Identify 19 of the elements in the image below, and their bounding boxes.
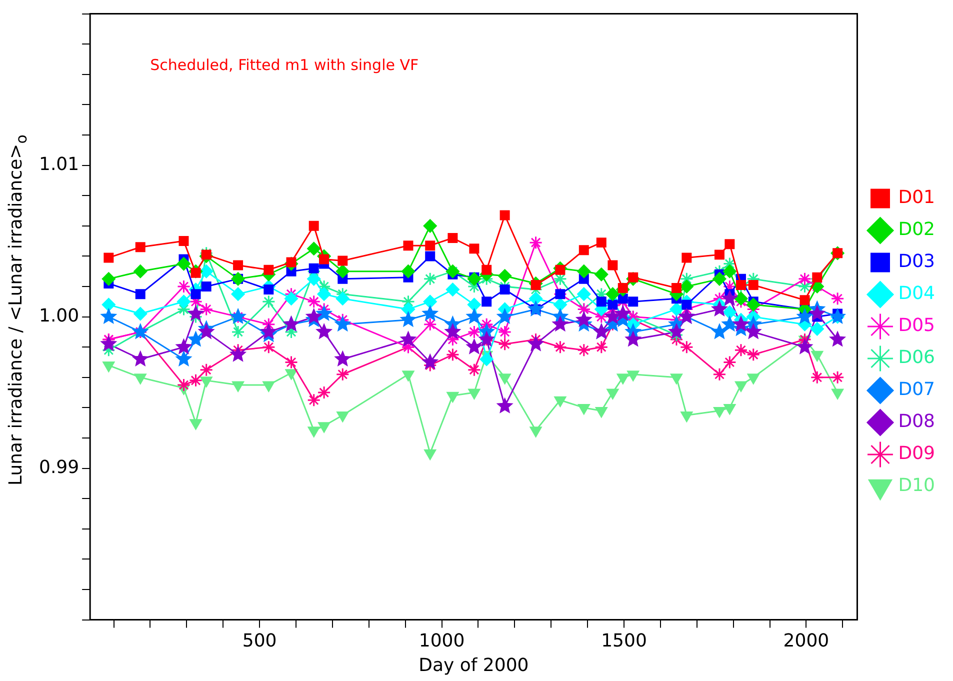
- legend-label: D06: [898, 347, 935, 368]
- y-tick-label: 0.99: [39, 456, 80, 478]
- legend-label: D08: [898, 411, 935, 432]
- x-tick-label: 1000: [418, 630, 465, 652]
- x-tick-label: 1500: [601, 630, 647, 652]
- x-tick-label: 2000: [783, 630, 830, 652]
- x-tick-label: 500: [242, 630, 277, 652]
- legend-label: D01: [898, 187, 935, 208]
- legend-label: D04: [898, 283, 935, 304]
- y-tick-label: 1.01: [39, 154, 80, 175]
- legend-label: D03: [898, 251, 935, 272]
- y-tick-label: 1.00: [39, 305, 80, 326]
- annotation: Scheduled, Fitted m1 with single VF: [150, 56, 419, 74]
- legend-label: D05: [898, 315, 935, 336]
- legend-label: D07: [898, 379, 935, 400]
- x-axis-title: Day of 2000: [418, 654, 529, 676]
- legend-label: D10: [898, 475, 935, 496]
- legend-label: D02: [898, 219, 935, 240]
- legend-label: D09: [898, 443, 935, 464]
